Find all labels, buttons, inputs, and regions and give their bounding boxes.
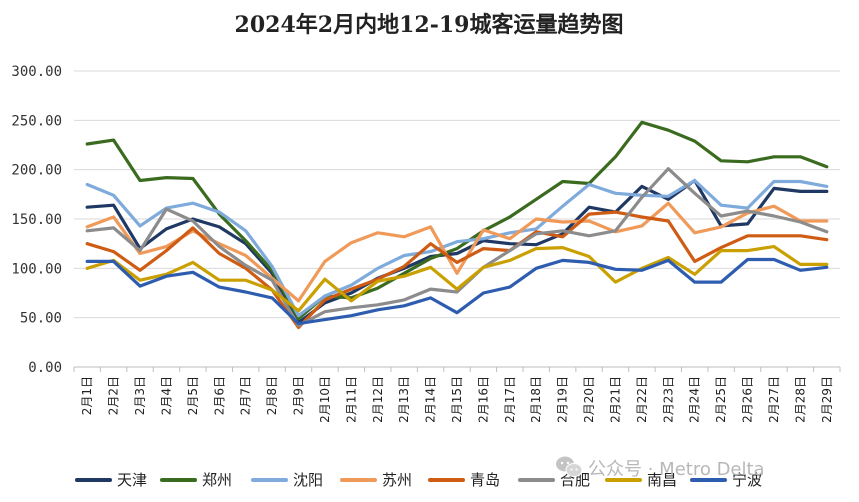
x-tick-label: 2月20日	[582, 376, 596, 423]
x-tick-label: 2月18日	[529, 376, 543, 423]
chart-title: 2024年2月内地12-19城客运量趋势图	[235, 12, 624, 38]
legend-label: 南昌	[647, 471, 677, 489]
x-tick-label: 2月22日	[635, 376, 649, 423]
x-tick-label: 2月19日	[556, 376, 570, 423]
legend: 天津 郑州 沈阳 苏州 青岛 合肥 南昌 宁波	[75, 471, 762, 489]
legend-label: 合肥	[560, 471, 590, 489]
y-axis-ticks: 0.00 50.00 100.00 150.00 200.00 250.00 300.00	[11, 64, 62, 376]
x-tick-label: 2月13日	[397, 376, 411, 423]
series-line-6	[85, 167, 829, 328]
x-tick-label: 2月1日	[80, 376, 94, 415]
x-tick-label: 2月6日	[212, 376, 226, 415]
series-line-3	[85, 178, 829, 318]
x-axis-ticks: 2月1日 2月2日 2月3日 2月4日 2月5日 2月6日 2月7日 2月8日 2月9日 2月10…	[73, 367, 841, 423]
x-tick-label: 2月10日	[318, 376, 332, 423]
y-tick-label: 50.00	[20, 311, 62, 327]
x-tick-label: 2月2日	[107, 376, 121, 415]
x-tick-label: 2月3日	[133, 376, 147, 415]
series-line-8	[85, 257, 829, 326]
x-tick-label: 2月7日	[239, 376, 253, 415]
x-tick-label: 2月11日	[344, 376, 358, 423]
x-tick-label: 2月12日	[371, 376, 385, 423]
x-tick-label: 2月23日	[661, 376, 675, 423]
x-tick-label: 2月9日	[292, 376, 306, 415]
x-tick-label: 2月21日	[608, 376, 622, 423]
x-tick-label: 2月16日	[476, 376, 490, 423]
y-tick-label: 200.00	[11, 163, 62, 179]
x-tick-label: 2月29日	[820, 376, 834, 423]
y-tick-label: 0.00	[28, 360, 62, 376]
legend-label: 郑州	[202, 471, 232, 489]
x-tick-label: 2月26日	[741, 376, 755, 423]
series-line-1	[85, 178, 829, 325]
y-tick-label: 150.00	[11, 212, 62, 228]
y-tick-label: 100.00	[11, 261, 62, 277]
x-tick-label: 2月5日	[186, 376, 200, 415]
watermark: 公众号 · Metro Delta	[556, 456, 765, 480]
x-tick-label: 2月24日	[688, 376, 702, 423]
x-tick-label: 2月8日	[265, 376, 279, 415]
legend-label: 苏州	[382, 471, 412, 489]
legend-label: 宁波	[732, 471, 762, 489]
series-lines	[85, 120, 829, 330]
x-tick-label: 2月14日	[424, 376, 438, 423]
x-tick-label: 2月28日	[793, 376, 807, 423]
x-tick-label: 2月4日	[159, 376, 173, 415]
legend-label: 沈阳	[293, 471, 323, 489]
series-line-5	[85, 210, 829, 330]
legend-label: 青岛	[470, 471, 500, 489]
x-tick-label: 2月25日	[714, 376, 728, 423]
x-tick-label: 2月15日	[450, 376, 464, 423]
series-line-7	[85, 245, 829, 313]
x-tick-label: 2月27日	[767, 376, 781, 423]
wechat-icon	[556, 456, 583, 477]
y-tick-label: 300.00	[11, 64, 62, 80]
series-line-2	[85, 120, 829, 321]
legend-label: 天津	[117, 471, 147, 489]
y-tick-label: 250.00	[11, 113, 62, 129]
watermark-text: 公众号 · Metro Delta	[588, 459, 765, 480]
x-tick-label: 2月17日	[503, 376, 517, 423]
